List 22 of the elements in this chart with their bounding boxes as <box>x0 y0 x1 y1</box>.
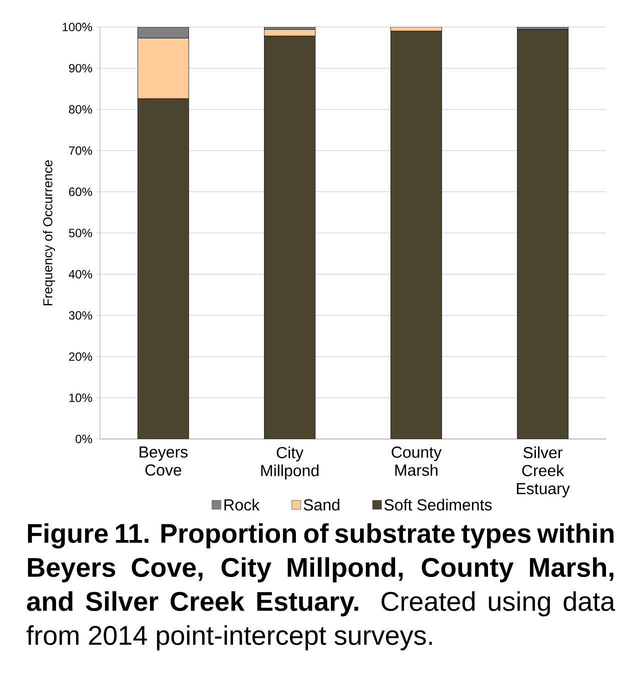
y-tick-label: 50% <box>68 228 92 238</box>
bar <box>517 29 568 439</box>
x-tick-label: Silver Creek Estuary <box>516 446 570 498</box>
y-tick-label: 100% <box>62 22 92 32</box>
y-axis-title: Frequency of Occurrence <box>42 160 55 306</box>
y-tick-label: 60% <box>69 188 92 196</box>
x-tick-label: County Marsh <box>392 446 442 476</box>
y-tick-label: 0% <box>76 434 92 444</box>
y-tick-label: 30% <box>68 311 92 320</box>
y-tick-label: 40% <box>68 270 92 278</box>
y-tick-label: 80% <box>68 105 92 114</box>
y-tick-label: 20% <box>69 352 92 361</box>
y-tick-label: 90% <box>69 64 92 72</box>
legend-label: Soft Sediments <box>384 498 492 511</box>
x-tick-label: Beyers Cove <box>140 446 188 476</box>
legend-label: Sand <box>304 498 340 511</box>
bar <box>390 30 442 439</box>
legend-label: Rock <box>224 498 260 511</box>
y-tick-label: 10% <box>69 394 92 402</box>
y-tick-label: 70% <box>69 146 92 155</box>
x-tick-label: City Millpond <box>261 446 319 480</box>
text: Figure 11. Proportion of substrate types within Beyers Cove, City Millpond, County Marsh, and Silver Creek Estuary. Created using data from 2014 point-intercept surveys. <box>26 523 616 650</box>
